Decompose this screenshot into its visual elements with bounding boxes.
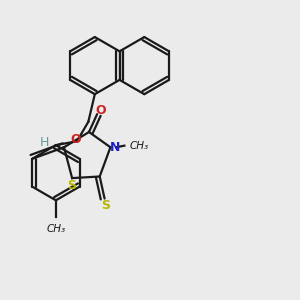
Text: CH₃: CH₃ (46, 224, 65, 234)
Text: N: N (110, 141, 121, 154)
Text: O: O (96, 104, 106, 117)
Text: CH₃: CH₃ (130, 141, 149, 151)
Text: S: S (67, 179, 76, 192)
Text: S: S (101, 199, 110, 212)
Text: H: H (40, 136, 50, 149)
Text: O: O (70, 133, 81, 146)
